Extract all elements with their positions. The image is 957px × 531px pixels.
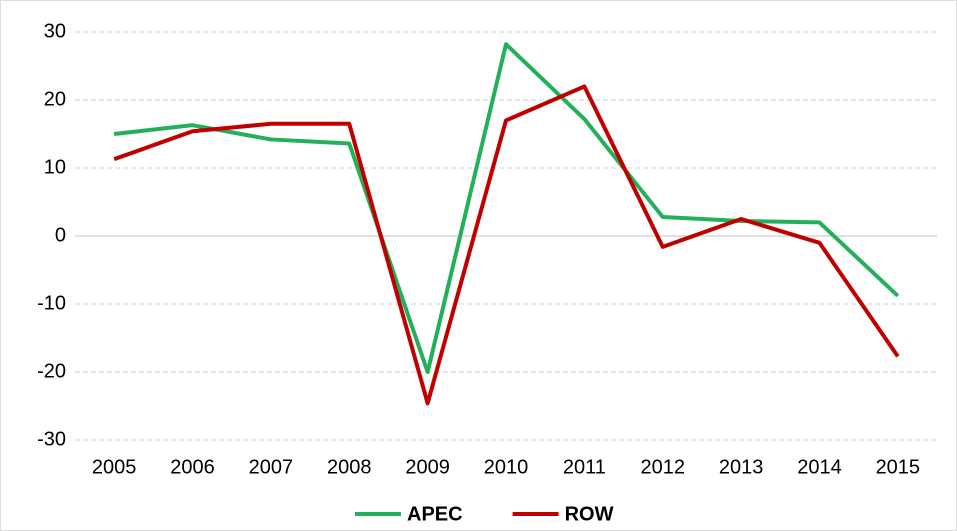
- x-tick-label: 2010: [484, 456, 529, 478]
- y-tick-label: 30: [44, 20, 66, 42]
- x-tick-label: 2007: [249, 456, 294, 478]
- legend-label: APEC: [407, 503, 463, 525]
- x-tick-label: 2005: [92, 456, 137, 478]
- x-tick-label: 2008: [327, 456, 372, 478]
- series-line: [113, 42, 900, 374]
- y-tick-label: 0: [55, 224, 66, 246]
- x-tick-label: 2013: [719, 456, 764, 478]
- y-tick-label: -10: [37, 292, 66, 314]
- x-tick-label: 2014: [797, 456, 842, 478]
- x-tick-label: 2011: [563, 456, 606, 478]
- x-tick-label: 2009: [405, 456, 450, 478]
- y-tick-label: 10: [44, 156, 66, 178]
- y-tick-label: -30: [37, 428, 66, 450]
- x-tick-label: 2006: [170, 456, 215, 478]
- y-tick-label: 20: [44, 88, 66, 110]
- x-tick-label: 2012: [640, 456, 685, 478]
- y-tick-label: -20: [37, 360, 66, 382]
- legend-label: ROW: [565, 503, 614, 525]
- x-tick-label: 2015: [876, 456, 921, 478]
- series-line: [113, 84, 900, 406]
